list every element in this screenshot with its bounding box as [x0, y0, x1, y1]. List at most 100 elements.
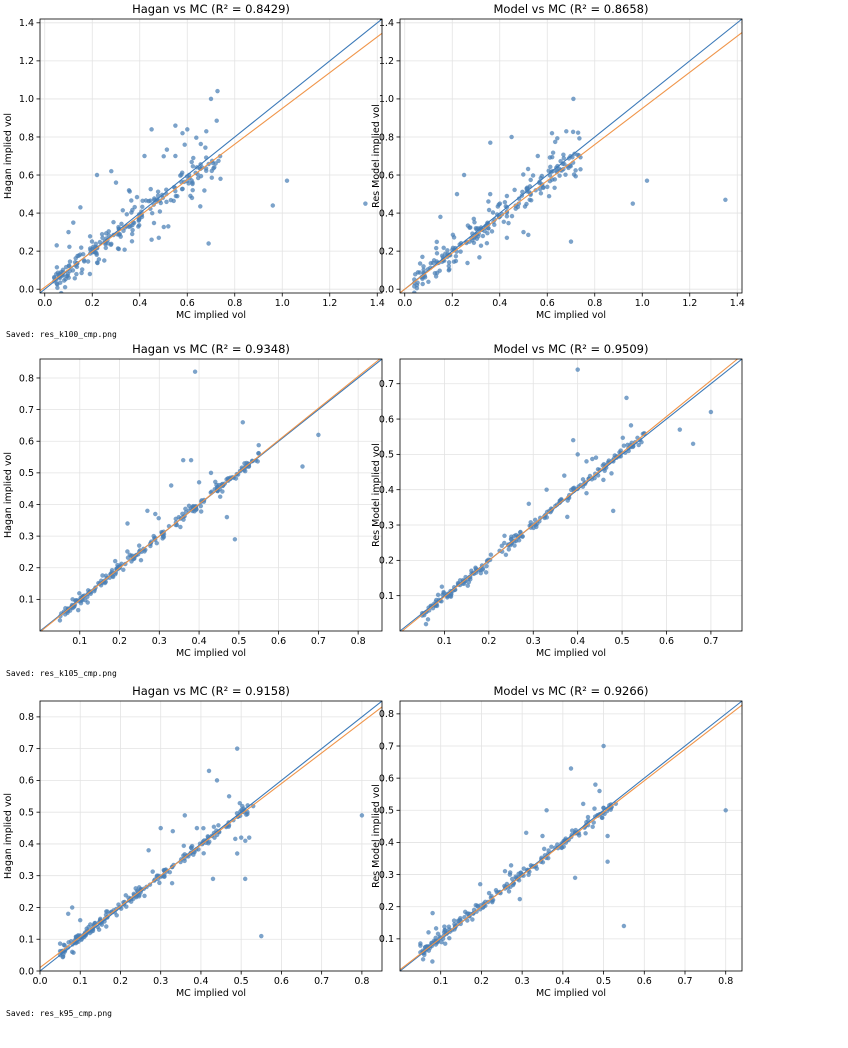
scatter-point	[477, 881, 483, 887]
scatter-point	[575, 367, 580, 372]
y-tick-label: 1.2	[379, 56, 394, 67]
scatter-point	[77, 917, 83, 923]
scatter-point	[441, 590, 447, 596]
x-tick-label: 0.1	[72, 636, 87, 647]
chart-title: Hagan vs MC (R² = 0.9348)	[132, 342, 290, 356]
scatter-point	[442, 941, 448, 946]
scatter-point	[136, 217, 142, 223]
scatter-point	[359, 813, 365, 818]
scatter-point	[130, 207, 135, 213]
scatter-point	[130, 227, 135, 233]
scatter-point	[428, 260, 434, 266]
scatter-point	[545, 184, 550, 190]
scatter-point	[61, 278, 67, 283]
scatter-point	[209, 175, 215, 180]
scatter-point	[121, 567, 126, 573]
scatter-point	[206, 768, 212, 774]
chart-model-k105: 0.1 0.2 0.3 0.4 0.5 0.6 0.7 0.1 0.2 0.3 0.4 0.5 0.6 0…	[371, 342, 743, 659]
scatter-point	[103, 245, 109, 251]
scatter-point	[66, 940, 71, 945]
scatter-point	[486, 890, 492, 896]
x-tick-label: 0.2	[112, 636, 127, 647]
scatter-point	[509, 876, 515, 882]
scatter-point	[625, 442, 630, 448]
scatter-point	[74, 271, 79, 277]
y-tick-label: 0.5	[19, 807, 34, 818]
trailing-caption-text	[0, 1036, 848, 1048]
chart-title: Model vs MC (R² = 0.9509)	[493, 342, 648, 356]
fit-line	[40, 358, 381, 632]
scatter-point	[508, 863, 514, 868]
fit-line	[399, 704, 743, 971]
scatter-point	[488, 552, 494, 557]
y-tick-label: 0.4	[379, 838, 394, 849]
scatter-point	[210, 876, 216, 882]
y-tick-label: 0.7	[19, 744, 34, 755]
y-tick-label: 0.1	[19, 935, 34, 946]
scatter-point	[192, 369, 198, 374]
scatter-point	[474, 236, 480, 242]
x-axis-label: MC implied vol	[536, 988, 606, 999]
scatter-point	[191, 155, 196, 161]
scatter-point	[562, 473, 567, 478]
scatter-point	[426, 930, 431, 935]
scatter-point	[487, 191, 493, 197]
scatter-point	[316, 432, 321, 438]
x-tick-label: 1.4	[370, 298, 385, 309]
x-tick-label: 0.6	[637, 976, 652, 987]
scatter-point	[644, 178, 650, 183]
scatter-point	[363, 201, 368, 206]
scatter-point	[180, 186, 185, 192]
scatter-point	[106, 229, 111, 234]
scatter-point	[563, 172, 568, 177]
y-tick-label: 0.6	[379, 773, 394, 784]
scatter-point	[421, 264, 426, 269]
scatter-point	[504, 235, 510, 241]
scatter-point	[216, 823, 221, 828]
scatter-point	[431, 258, 437, 263]
x-tick-label: 1.2	[322, 298, 337, 309]
y-tick-label: 0.4	[19, 839, 34, 850]
scatter-point	[557, 173, 562, 178]
grid	[400, 359, 742, 631]
scatter-point	[259, 933, 264, 939]
x-tick-label: 0.8	[587, 298, 602, 309]
scatter-point	[203, 145, 208, 150]
x-tick-label: 0.8	[351, 636, 366, 647]
chart-hagan-k105: 0.1 0.2 0.3 0.4 0.5 0.6 0.7 0.8 0.1 0.2 0.3 0.4 0.5 0…	[3, 342, 383, 659]
y-tick-label: 0.7	[379, 741, 394, 752]
scatter-point	[552, 139, 558, 145]
y-axis-label: Res Model implied vol	[371, 784, 382, 888]
scatter-point	[185, 127, 190, 132]
scatter-point	[198, 141, 204, 147]
scatter-point	[54, 243, 59, 248]
scatter-point	[75, 607, 81, 613]
grid	[400, 701, 742, 971]
scatter-point	[441, 245, 446, 251]
scatter-point	[425, 617, 431, 622]
scatter-point	[561, 155, 567, 161]
scatter-point	[94, 252, 99, 258]
identity-line	[399, 358, 743, 632]
scatter-point	[122, 247, 127, 252]
scatter-point	[198, 204, 203, 209]
scatter-point	[526, 501, 532, 507]
scatter-point	[66, 229, 71, 235]
scatter-point	[549, 130, 555, 136]
scatter-point	[420, 254, 425, 260]
scatter-point	[136, 543, 142, 548]
scatter-point	[78, 245, 84, 250]
plot-frame	[39, 700, 383, 972]
y-tick-label: 1.4	[379, 18, 394, 29]
scatter-point	[156, 515, 161, 521]
x-axis-label: MC implied vol	[176, 988, 246, 999]
x-tick-label: 0.0	[37, 298, 52, 309]
x-tick-label: 0.4	[570, 636, 585, 647]
scatter-point	[182, 813, 188, 818]
scatter-point	[89, 239, 95, 244]
scatter-point	[509, 213, 515, 219]
scatter-point	[478, 570, 484, 576]
fit-line	[39, 32, 383, 292]
x-tick-label: 0.2	[474, 976, 489, 987]
scatter-point	[69, 905, 75, 910]
